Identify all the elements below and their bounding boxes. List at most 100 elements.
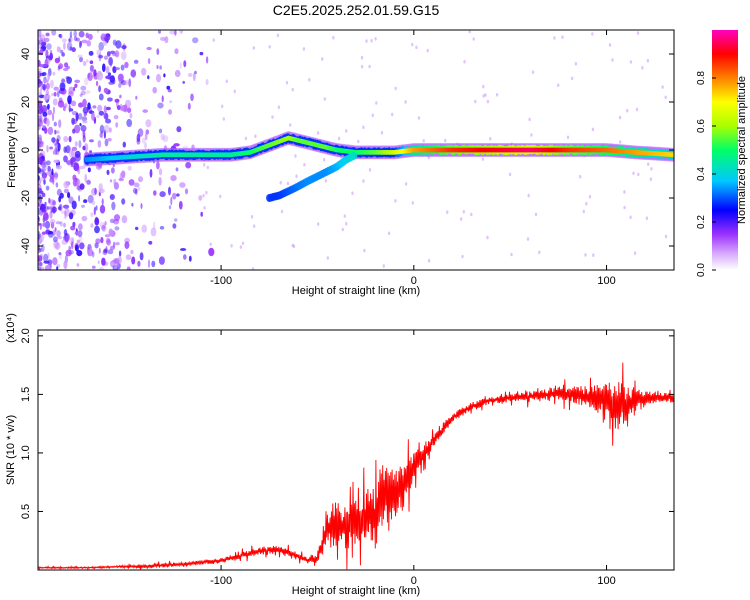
speckle-mark [170,196,173,206]
speckle-mark [324,179,327,183]
speckle-mark [109,218,115,224]
speckle-mark [200,211,203,217]
speckle-mark [73,30,77,38]
speckle-mark [46,145,49,153]
speckle-mark [345,129,348,133]
speckle-mark [481,157,485,161]
speckle-mark [63,42,66,50]
speckle-mark [470,212,473,217]
speckle-mark [105,75,111,80]
snr-marks [38,362,674,570]
speckle-mark [63,260,68,270]
speckle-mark [42,221,46,228]
speckle-mark [172,223,177,229]
speckle-mark [43,37,50,43]
speckle-mark [159,191,166,198]
speckle-mark [49,52,53,61]
speckle-mark [461,254,464,259]
speckle-mark [332,35,335,40]
speckle-mark [650,167,653,171]
speckle-mark [623,190,626,194]
speckle-mark [82,106,89,114]
x-tick-label: 0 [411,275,417,287]
speckle-mark [38,124,41,131]
speckle-mark [79,56,83,63]
speckle-mark [112,79,116,85]
speckle-mark [59,82,66,91]
speckle-mark [156,48,160,55]
speckle-mark [254,134,257,138]
speckle-mark [422,139,425,143]
speckle-mark [58,97,63,104]
spectrogram-xlabel: Height of straight line (km) [292,285,420,297]
speckle-mark [103,35,109,42]
speckle-mark [58,252,62,256]
x-tick-label: 100 [597,575,615,587]
figure-title: C2E5.2025.252.01.59.G15 [273,2,440,18]
speckle-mark [113,258,120,264]
speckle-mark [91,200,96,206]
speckle-mark [112,39,117,46]
speckle-mark [47,109,53,116]
speckle-mark [81,116,88,122]
speckle-mark [244,136,248,141]
speckle-mark [130,69,137,78]
speckle-mark [62,105,66,112]
speckle-mark [58,252,62,260]
speckle-mark [158,256,165,265]
speckle-mark [185,161,192,169]
speckle-mark [43,178,46,185]
speckle-mark [370,38,373,43]
speckle-mark [121,198,126,205]
speckle-mark [404,100,407,104]
speckle-mark [107,249,114,255]
speckle-mark [77,167,81,175]
speckle-mark [39,177,44,182]
speckle-mark [52,71,56,76]
speckle-mark [174,48,179,55]
speckle-mark [156,73,161,83]
speckle-mark [582,209,585,214]
speckle-mark [38,266,42,270]
speckle-mark [156,161,160,170]
speckle-mark [107,97,113,102]
speckle-mark [205,79,209,86]
speckle-mark [162,135,169,143]
x-tick-label: -100 [210,275,232,287]
speckle-mark [38,222,41,226]
speckle-mark [82,134,86,143]
speckle-mark [84,77,89,86]
speckle-mark [129,112,133,119]
speckle-mark [39,48,44,56]
speckle-mark [39,34,46,43]
speckle-mark [55,182,59,188]
speckle-mark [53,159,60,163]
speckle-mark [68,135,72,143]
speckle-mark [64,211,67,220]
speckle-mark [230,244,233,248]
speckle-mark [649,177,653,181]
speckle-mark [65,249,72,257]
speckle-mark [38,157,43,165]
speckle-mark [222,117,225,121]
speckle-mark [158,128,163,134]
speckle-mark [115,122,119,128]
snr-multiplier: (x10⁴) [5,313,17,343]
spectrogram-marks [38,30,674,270]
speckle-mark [95,238,101,244]
snr-axes: -100 0 100 0.5 1.0 1.5 2.0 [20,328,674,587]
speckle-mark [39,114,43,123]
speckle-mark [362,179,365,183]
speckle-mark [38,195,43,203]
speckle-mark [382,264,385,268]
speckle-mark [77,54,83,58]
speckle-mark [303,162,306,167]
speckle-mark [52,200,56,206]
speckle-mark [47,252,50,260]
speckle-mark [71,47,76,53]
speckle-mark [57,236,63,240]
speckle-mark [98,41,104,51]
speckle-mark [411,201,414,205]
speckle-mark [53,172,59,178]
speckle-mark [49,79,54,89]
